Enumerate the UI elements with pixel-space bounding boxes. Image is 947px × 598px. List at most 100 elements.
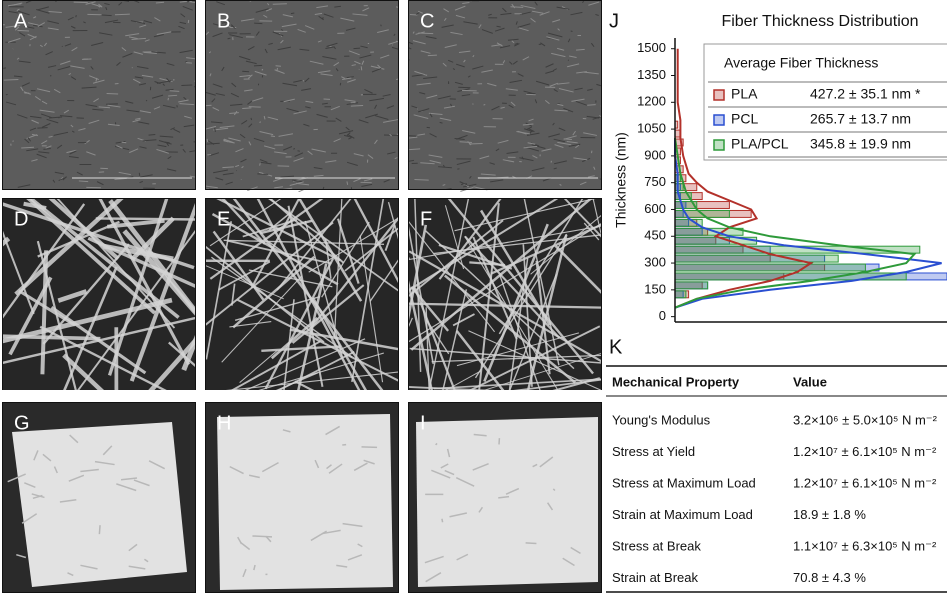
- texture: [251, 118, 252, 120]
- table-cell: Young's Modulus: [612, 412, 711, 427]
- texture: [146, 100, 147, 101]
- image-panel: E: [176, 169, 435, 425]
- panel-label: B: [217, 10, 230, 32]
- wrinkle: [252, 536, 272, 537]
- texture: [254, 65, 262, 66]
- legend-label: PLA/PCL: [731, 136, 789, 152]
- image-panel: A: [0, 0, 208, 190]
- table-cell: Strain at Maximum Load: [612, 507, 753, 522]
- fit-curve: [675, 138, 914, 308]
- scaffold: [416, 417, 598, 587]
- page: ABCDEFGHIJFiber Thickness DistributionTh…: [0, 0, 947, 593]
- panel-label: A: [14, 10, 28, 32]
- table-header: Value: [793, 374, 827, 389]
- y-tick-label: 1500: [637, 40, 666, 55]
- texture: [273, 4, 287, 5]
- texture: [571, 31, 573, 32]
- panel-label: C: [420, 10, 434, 32]
- texture: [100, 15, 111, 16]
- texture: [62, 46, 63, 47]
- panel-label: I: [420, 412, 426, 434]
- sem-image: [2, 0, 196, 190]
- y-tick-label: 1050: [637, 121, 666, 136]
- image-panel: G: [2, 402, 196, 593]
- chart-title: Fiber Thickness Distribution: [721, 13, 918, 30]
- table-cell: Strain at Break: [612, 570, 698, 585]
- wrinkle: [442, 519, 443, 522]
- texture: [76, 15, 77, 17]
- y-tick-label: 750: [644, 174, 666, 189]
- legend-marker: [714, 90, 724, 100]
- legend-marker: [714, 140, 724, 150]
- wrinkle: [436, 443, 437, 444]
- texture: [526, 94, 536, 95]
- texture: [79, 181, 88, 182]
- legend-label: PLA: [731, 86, 758, 102]
- sem-image: [408, 198, 602, 396]
- texture: [260, 122, 261, 123]
- image-panel: B: [195, 0, 410, 192]
- histogram-bar: [675, 184, 683, 191]
- texture: [440, 122, 443, 123]
- histogram-bar: [675, 255, 838, 262]
- table-cell: Stress at Yield: [612, 444, 695, 459]
- panel-label: H: [217, 412, 231, 434]
- texture: [260, 163, 261, 165]
- table-cell: 1.1×10⁷ ± 6.3×10⁵ N m⁻²: [793, 538, 937, 553]
- texture: [170, 91, 180, 92]
- legend-value: 265.7 ± 13.7 nm: [810, 111, 911, 127]
- panel-label: K: [609, 336, 623, 358]
- texture: [340, 83, 341, 85]
- histogram-bar: [675, 264, 865, 271]
- table-cell: 18.9 ± 1.8 %: [793, 507, 866, 522]
- texture: [4, 80, 19, 81]
- texture: [361, 66, 362, 70]
- legend-label: PCL: [731, 111, 758, 127]
- fiber: [617, 321, 628, 409]
- panel-label: E: [217, 208, 230, 230]
- table-cell: 3.2×10⁶ ± 5.0×10⁵ N m⁻²: [793, 412, 938, 427]
- sem-image: [408, 0, 602, 190]
- y-tick-label: 1200: [637, 94, 666, 109]
- texture: [497, 26, 501, 27]
- image-panel: C: [399, 0, 615, 191]
- texture: [467, 186, 469, 187]
- table-cell: Stress at Maximum Load: [612, 475, 756, 490]
- panel-label: F: [420, 208, 432, 230]
- texture: [149, 134, 156, 135]
- table-cell: Stress at Break: [612, 538, 701, 553]
- texture: [458, 87, 470, 88]
- wrinkle: [99, 525, 100, 534]
- scaffold: [217, 414, 393, 590]
- texture: [587, 105, 595, 106]
- legend-value: 427.2 ± 35.1 nm *: [810, 86, 921, 102]
- texture: [156, 2, 164, 3]
- histogram-bar: [675, 282, 708, 289]
- table-cell: 70.8 ± 4.3 %: [793, 570, 866, 585]
- y-tick-label: 1350: [637, 67, 666, 82]
- texture: [291, 13, 294, 14]
- texture: [276, 66, 281, 67]
- wrinkle: [361, 447, 377, 448]
- panel-label: J: [609, 10, 619, 32]
- table-header: Mechanical Property: [612, 374, 740, 389]
- figure: ABCDEFGHIJFiber Thickness DistributionTh…: [0, 0, 947, 593]
- texture: [351, 105, 363, 106]
- fiber: [403, 176, 405, 322]
- scaffold: [12, 422, 187, 587]
- texture: [277, 68, 278, 71]
- image-panel: H: [205, 402, 399, 593]
- panel-label: D: [14, 208, 28, 230]
- y-tick-label: 0: [659, 308, 666, 323]
- texture: [115, 14, 130, 15]
- texture: [469, 143, 483, 144]
- texture: [122, 142, 127, 143]
- legend-marker: [714, 115, 724, 125]
- panel-label: G: [14, 412, 30, 434]
- texture: [428, 55, 437, 56]
- table-cell: 1.2×10⁷ ± 6.1×10⁵ N m⁻²: [793, 444, 937, 459]
- texture: [347, 181, 348, 184]
- y-tick-label: 900: [644, 147, 666, 162]
- legend-value: 345.8 ± 19.9 nm: [810, 136, 911, 152]
- table-cell: 1.2×10⁷ ± 6.1×10⁵ N m⁻²: [793, 475, 937, 490]
